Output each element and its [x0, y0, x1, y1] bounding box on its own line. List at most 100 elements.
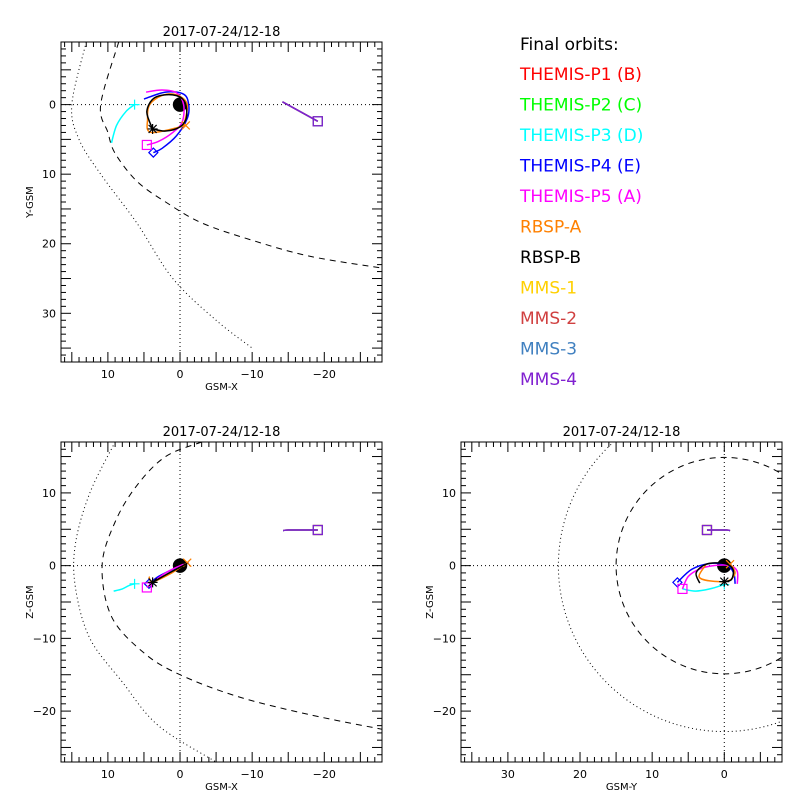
marker-themis-p4-e — [147, 147, 159, 158]
panel-3: 2017-07-24/12-18 30 20 10 0 10 0 −10 −20 GSM-Y Z-G… — [425, 425, 783, 793]
plus-marker — [129, 578, 140, 589]
x-tick-label: 20 — [573, 768, 587, 781]
asterisk-marker — [147, 577, 158, 588]
orbit-themis-p3-d — [682, 583, 725, 592]
panel-title: 2017-07-24/12-18 — [163, 425, 281, 440]
legend-entry: MMS-1 — [520, 279, 577, 299]
x-tick-label: −20 — [313, 768, 336, 781]
orbit-mms-4 — [282, 529, 318, 532]
magnetopause-boundary — [99, 42, 382, 269]
legend-entry: MMS-3 — [520, 340, 577, 360]
marker-rbsp-a — [725, 559, 735, 569]
x-tick-label: 10 — [101, 368, 115, 381]
panel-1: 2017-07-24/12-18 10 0 −10 −20 0 10 20 30 GSM-X Y-G… — [25, 25, 383, 393]
square-marker — [312, 524, 323, 536]
y-tick-label: 0 — [449, 560, 456, 573]
magnetopause-boundary — [101, 442, 382, 730]
y-tick-label: 30 — [42, 307, 56, 320]
marker-themis-p5-a — [677, 583, 688, 595]
x-axis-label: GSM-Y — [606, 782, 638, 793]
bow-shock-boundary — [71, 42, 253, 349]
y-tick-label: 0 — [49, 99, 56, 112]
y-tick-label: 10 — [42, 487, 56, 500]
panel-2: 2017-07-24/12-18 10 0 −10 −20 10 0 −10 −20 GSM-X Z… — [25, 425, 383, 793]
asterisk-marker — [719, 576, 730, 587]
x-tick-label: 30 — [501, 768, 515, 781]
panel-title: 2017-07-24/12-18 — [563, 425, 681, 440]
x-tick-label: 10 — [101, 768, 115, 781]
panel-title: 2017-07-24/12-18 — [163, 25, 281, 40]
x-axis-label: GSM-X — [205, 382, 238, 393]
square-marker — [141, 582, 152, 593]
plot-frame — [60, 441, 383, 763]
marker-themis-p5-a — [141, 582, 152, 593]
orbit-rbsp-b — [152, 562, 188, 584]
marker-mms-4 — [312, 524, 323, 536]
marker-mms-4 — [312, 116, 323, 127]
y-tick-label: 0 — [49, 560, 56, 573]
x-tick-label: 0 — [177, 768, 184, 781]
orbit-mms-4 — [706, 529, 731, 532]
legend-entry: RBSP-A — [520, 218, 582, 238]
x-tick-label: 0 — [721, 768, 728, 781]
y-tick-label: 20 — [42, 238, 56, 251]
y-tick-label: 10 — [42, 168, 56, 181]
legend: Final orbits: THEMIS-P1 (B) THEMIS-P2 (C)… — [519, 35, 643, 390]
marker-themis-p5-a — [141, 139, 152, 151]
legend-entry: THEMIS-P4 (E) — [519, 157, 641, 177]
plus-marker — [129, 99, 140, 110]
x-tick-label: −10 — [241, 768, 264, 781]
orbit-themis-p3-d — [110, 104, 136, 144]
y-tick-label: −10 — [433, 632, 456, 645]
legend-entry: MMS-4 — [520, 370, 577, 390]
marker-rbsp-b — [147, 123, 158, 134]
marker-themis-p3-d — [129, 99, 140, 110]
marker-rbsp-b — [147, 577, 158, 588]
plot-frame — [460, 441, 783, 763]
y-axis-label: Y-GSM — [25, 186, 36, 219]
x-tick-label: −20 — [313, 368, 336, 381]
x-axis-label: GSM-X — [205, 782, 238, 793]
bow-shock-boundary — [557, 442, 782, 732]
legend-entry: RBSP-B — [520, 248, 581, 268]
y-tick-label: 10 — [442, 487, 456, 500]
plot-frame — [60, 41, 383, 363]
x-marker — [725, 559, 735, 569]
orbit-themis-p3-d — [113, 583, 135, 592]
magnetopause-boundary — [615, 456, 782, 675]
orbit-rbsp-b — [146, 93, 188, 132]
y-axis-label: Z-GSM — [425, 585, 436, 618]
legend-title: Final orbits: — [520, 35, 619, 55]
orbit-rbsp-a — [698, 563, 736, 583]
marker-rbsp-a — [181, 121, 191, 130]
legend-entry: MMS-2 — [520, 309, 577, 329]
plot-area — [461, 442, 782, 762]
square-marker — [312, 116, 323, 127]
orbit-themis-p5-a — [146, 89, 185, 146]
x-tick-label: 0 — [177, 368, 184, 381]
legend-entry: THEMIS-P5 (A) — [519, 187, 642, 207]
legend-entry: THEMIS-P3 (D) — [519, 126, 643, 146]
asterisk-marker — [147, 123, 158, 134]
plot-area — [61, 442, 382, 762]
square-marker — [701, 524, 713, 536]
marker-themis-p3-d — [129, 578, 140, 589]
y-axis-label: Z-GSM — [25, 585, 36, 618]
square-marker — [677, 583, 688, 595]
orbit-rbsp-b — [695, 562, 735, 584]
diamond-marker — [147, 147, 159, 158]
marker-mms-4 — [701, 524, 713, 536]
y-tick-label: −10 — [33, 632, 56, 645]
x-marker — [181, 121, 191, 130]
square-marker — [141, 139, 152, 151]
plot-area — [61, 42, 382, 362]
x-tick-label: −10 — [241, 368, 264, 381]
orbit-themis-p5-a — [681, 564, 739, 590]
y-tick-label: −20 — [33, 705, 56, 718]
orbit-themis-p4-e — [143, 91, 190, 154]
legend-entry: THEMIS-P2 (C) — [519, 96, 642, 116]
x-tick-label: 10 — [645, 768, 659, 781]
marker-rbsp-b — [719, 576, 730, 587]
orbit-mms-4 — [282, 101, 319, 122]
